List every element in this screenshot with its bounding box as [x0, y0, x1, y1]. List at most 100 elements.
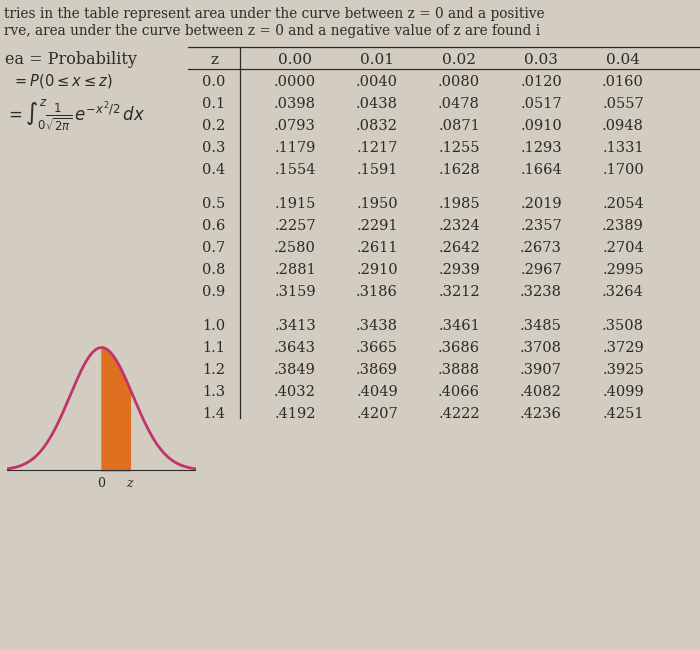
Text: 0.02: 0.02: [442, 53, 476, 67]
Text: .2580: .2580: [274, 241, 316, 255]
Text: .0478: .0478: [438, 97, 480, 111]
Text: .1591: .1591: [356, 163, 398, 177]
Text: 0.00: 0.00: [278, 53, 312, 67]
Text: 1.2: 1.2: [202, 363, 225, 377]
Text: .3461: .3461: [438, 319, 480, 333]
Text: .3665: .3665: [356, 341, 398, 355]
Text: .1628: .1628: [438, 163, 480, 177]
Text: .0120: .0120: [520, 75, 562, 89]
Text: .2939: .2939: [438, 263, 480, 277]
Text: .3643: .3643: [274, 341, 316, 355]
Text: 0.2: 0.2: [202, 119, 225, 133]
Text: .3264: .3264: [602, 285, 644, 299]
Text: .0438: .0438: [356, 97, 398, 111]
Text: 0.9: 0.9: [202, 285, 225, 299]
Text: 0: 0: [97, 477, 106, 490]
Text: .2019: .2019: [520, 197, 562, 211]
Text: .0160: .0160: [602, 75, 644, 89]
Text: .2357: .2357: [520, 219, 562, 233]
Text: .2257: .2257: [274, 219, 316, 233]
Text: 1.1: 1.1: [202, 341, 225, 355]
Text: .2673: .2673: [520, 241, 562, 255]
Text: .4236: .4236: [520, 407, 562, 421]
Text: .3438: .3438: [356, 319, 398, 333]
Text: .4066: .4066: [438, 385, 480, 399]
Text: .3686: .3686: [438, 341, 480, 355]
Text: .4049: .4049: [356, 385, 398, 399]
Text: .3849: .3849: [274, 363, 316, 377]
Text: .2389: .2389: [602, 219, 644, 233]
Text: tries in the table represent area under the curve between z = 0 and a positive: tries in the table represent area under …: [4, 7, 545, 21]
Text: $= \int_0^z \frac{1}{\sqrt{2\pi}}\, e^{-x^2/2}\, dx$: $= \int_0^z \frac{1}{\sqrt{2\pi}}\, e^{-…: [5, 97, 145, 133]
Text: .0948: .0948: [602, 119, 644, 133]
Text: .1217: .1217: [356, 141, 398, 155]
Text: .0871: .0871: [438, 119, 480, 133]
Text: .4082: .4082: [520, 385, 562, 399]
Text: .1293: .1293: [520, 141, 562, 155]
Text: .4192: .4192: [274, 407, 316, 421]
Text: rve, area under the curve between z = 0 and a negative value of z are found i: rve, area under the curve between z = 0 …: [4, 24, 540, 38]
Text: .2704: .2704: [602, 241, 644, 255]
Text: 1.4: 1.4: [202, 407, 225, 421]
Text: .0910: .0910: [520, 119, 562, 133]
Text: 0.04: 0.04: [606, 53, 640, 67]
Text: .4032: .4032: [274, 385, 316, 399]
Text: .3413: .3413: [274, 319, 316, 333]
Text: .4222: .4222: [438, 407, 480, 421]
Text: $= P(0 \leq x \leq z)$: $= P(0 \leq x \leq z)$: [12, 72, 113, 90]
Text: .1554: .1554: [274, 163, 316, 177]
Text: .1664: .1664: [520, 163, 562, 177]
Text: 0.6: 0.6: [202, 219, 225, 233]
Text: .4251: .4251: [602, 407, 644, 421]
Text: .3238: .3238: [520, 285, 562, 299]
Text: .3907: .3907: [520, 363, 562, 377]
Text: .1331: .1331: [602, 141, 644, 155]
Text: .3186: .3186: [356, 285, 398, 299]
Text: .1985: .1985: [438, 197, 480, 211]
Text: 0.7: 0.7: [202, 241, 225, 255]
Text: .3212: .3212: [438, 285, 480, 299]
Text: .3888: .3888: [438, 363, 480, 377]
Text: .3508: .3508: [602, 319, 644, 333]
Text: .2967: .2967: [520, 263, 562, 277]
Text: .4099: .4099: [602, 385, 644, 399]
Text: .3159: .3159: [274, 285, 316, 299]
Text: .4207: .4207: [356, 407, 398, 421]
Text: .0793: .0793: [274, 119, 316, 133]
Text: .0398: .0398: [274, 97, 316, 111]
Text: .2054: .2054: [602, 197, 644, 211]
Text: .2642: .2642: [438, 241, 480, 255]
Text: .1179: .1179: [274, 141, 316, 155]
Text: .0000: .0000: [274, 75, 316, 89]
Text: 0.01: 0.01: [360, 53, 394, 67]
Text: .3729: .3729: [602, 341, 644, 355]
Text: 1.3: 1.3: [202, 385, 225, 399]
Text: .2995: .2995: [602, 263, 644, 277]
Text: .3485: .3485: [520, 319, 562, 333]
Text: .0557: .0557: [602, 97, 644, 111]
Text: .2291: .2291: [356, 219, 398, 233]
Text: .3869: .3869: [356, 363, 398, 377]
Text: .0040: .0040: [356, 75, 398, 89]
Text: 0.5: 0.5: [202, 197, 225, 211]
Text: 0.8: 0.8: [202, 263, 225, 277]
Text: .1950: .1950: [356, 197, 398, 211]
Text: 0.3: 0.3: [202, 141, 225, 155]
Text: 0.0: 0.0: [202, 75, 225, 89]
Text: .0832: .0832: [356, 119, 398, 133]
Text: .3708: .3708: [520, 341, 562, 355]
Text: .0517: .0517: [520, 97, 562, 111]
Text: .0080: .0080: [438, 75, 480, 89]
Text: .1255: .1255: [438, 141, 480, 155]
Text: .3925: .3925: [602, 363, 644, 377]
Text: 0.03: 0.03: [524, 53, 558, 67]
Text: ea = Probability: ea = Probability: [5, 51, 137, 68]
Text: .1700: .1700: [602, 163, 644, 177]
Text: z: z: [127, 477, 133, 490]
Text: 0.1: 0.1: [202, 97, 225, 111]
Text: .1915: .1915: [274, 197, 316, 211]
Text: 1.0: 1.0: [202, 319, 225, 333]
Text: .2611: .2611: [356, 241, 398, 255]
Text: .2881: .2881: [274, 263, 316, 277]
Text: z: z: [210, 53, 218, 67]
